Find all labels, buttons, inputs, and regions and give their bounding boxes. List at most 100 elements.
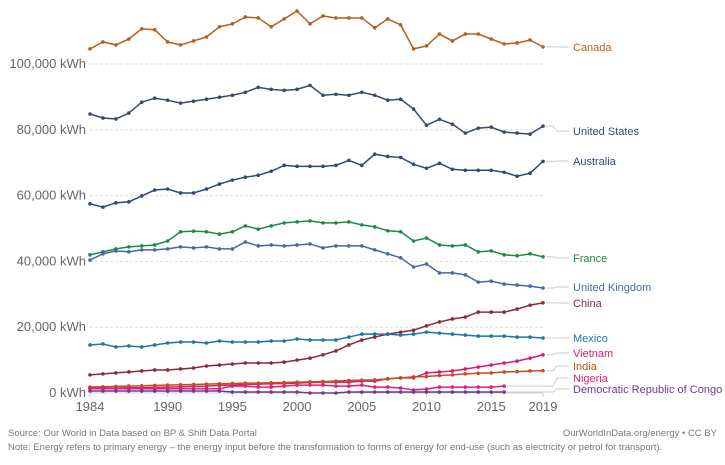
credit-link[interactable]: OurWorldInData.org/energy • CC BY [562, 428, 717, 439]
series-lines [88, 9, 545, 395]
series-line [89, 153, 544, 208]
data-point [437, 243, 442, 247]
data-point [334, 221, 338, 225]
data-point [450, 385, 455, 389]
data-point [230, 340, 235, 344]
data-point [308, 164, 312, 169]
data-point [476, 310, 481, 314]
data-point [127, 389, 131, 393]
data-point [243, 240, 248, 244]
data-point [450, 332, 455, 336]
data-point [450, 271, 455, 275]
series-label[interactable]: France [573, 253, 607, 265]
x-tick-label: 1990 [153, 399, 182, 414]
data-point [372, 152, 377, 156]
data-point [217, 339, 222, 343]
data-point [308, 242, 312, 246]
data-point [114, 249, 118, 253]
data-point [269, 25, 274, 29]
data-point [321, 338, 325, 342]
data-point [88, 202, 92, 206]
series-label[interactable]: United Kingdom [573, 282, 651, 294]
series-label[interactable]: Democratic Republic of Congo [573, 384, 722, 396]
data-point [88, 389, 92, 393]
series-label[interactable]: United States [573, 126, 640, 138]
label-connector [546, 286, 569, 289]
data-point [256, 390, 261, 394]
data-point [256, 16, 261, 20]
series-label[interactable]: Australia [573, 156, 617, 168]
x-tick-label: 2000 [283, 399, 312, 414]
data-point [489, 390, 494, 394]
data-point [334, 379, 338, 383]
data-point [191, 246, 196, 250]
data-point [411, 239, 416, 243]
data-point [450, 390, 455, 394]
data-point [101, 40, 105, 44]
series-label[interactable]: China [573, 298, 603, 310]
data-point [230, 247, 235, 251]
data-point [360, 332, 364, 336]
data-point [502, 390, 506, 394]
data-point [308, 83, 312, 88]
data-point [515, 335, 519, 339]
series-label[interactable]: Mexico [573, 333, 608, 345]
series-label[interactable]: Vietnam [573, 348, 613, 360]
data-point [334, 92, 338, 97]
series-vietnam [88, 353, 545, 390]
data-point [360, 90, 364, 95]
data-point [515, 131, 519, 135]
data-point [411, 107, 416, 111]
data-point [139, 244, 144, 248]
data-point [424, 374, 429, 379]
data-point [334, 163, 338, 168]
data-point [217, 232, 222, 236]
data-point [424, 371, 429, 375]
data-point [541, 353, 545, 357]
data-point [424, 236, 429, 240]
data-point [463, 333, 468, 337]
data-point [101, 116, 105, 120]
data-point [437, 370, 442, 374]
data-point [515, 174, 519, 178]
data-point [88, 258, 92, 262]
data-point [282, 244, 286, 248]
data-point [256, 385, 261, 389]
data-point [308, 22, 312, 26]
data-point [385, 332, 390, 336]
series-label[interactable]: Canada [573, 42, 612, 54]
data-point [463, 372, 468, 376]
series-label[interactable]: Nigeria [573, 373, 609, 385]
data-point [243, 384, 248, 388]
data-point [398, 255, 403, 260]
data-point [450, 122, 455, 127]
x-tick-label: 2019 [529, 399, 558, 414]
data-point [476, 334, 481, 338]
data-point [152, 96, 157, 101]
data-point [424, 262, 429, 266]
data-point [204, 364, 209, 368]
data-point [450, 373, 455, 377]
data-point [165, 187, 170, 191]
data-point [178, 43, 183, 47]
data-point [139, 345, 144, 349]
data-point [528, 132, 532, 136]
data-point [360, 338, 364, 342]
data-point [502, 42, 506, 46]
data-point [515, 283, 519, 287]
data-point [230, 362, 235, 366]
data-point [515, 359, 519, 363]
data-point [502, 361, 506, 365]
data-point [152, 368, 157, 372]
series-label[interactable]: India [573, 361, 598, 373]
line-chart: 0 kWh 20,000 kWh 40,000 kWh 60,000 kWh 80,00… [9, 9, 722, 414]
data-point [243, 90, 248, 95]
data-point [282, 163, 286, 168]
series-france [88, 219, 545, 259]
data-point [230, 22, 235, 26]
data-point [127, 200, 131, 204]
data-point [139, 389, 144, 393]
data-point [411, 332, 416, 336]
data-point [321, 93, 325, 98]
data-point [165, 98, 170, 102]
